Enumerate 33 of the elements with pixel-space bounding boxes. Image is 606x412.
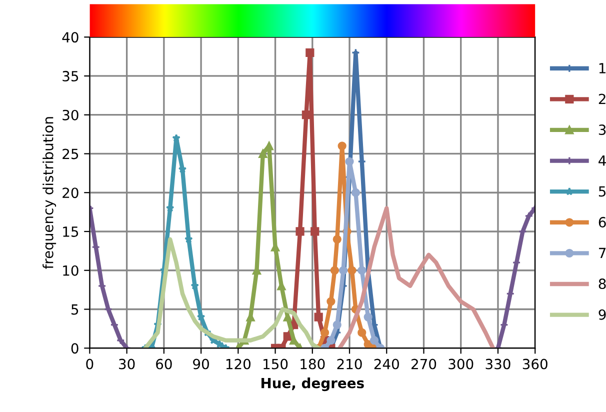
- x-tick-label: 0: [86, 358, 94, 370]
- y-tick-label: 40: [62, 32, 78, 43]
- legend-label: 7: [599, 248, 606, 258]
- x-tick-label: 300: [448, 358, 474, 370]
- y-axis-title: frequency distribution: [42, 117, 56, 269]
- y-tick-label: 0: [71, 343, 78, 354]
- x-tick-label: 120: [226, 358, 250, 370]
- legend-label: 5: [598, 186, 606, 197]
- x-tick-label: 150: [264, 358, 288, 370]
- legend-label: 4: [598, 156, 606, 166]
- x-tick-label: 60: [156, 358, 172, 370]
- legend-label: 1: [599, 63, 606, 74]
- legend-label: 8: [598, 278, 606, 290]
- legend-label: 6: [598, 216, 606, 228]
- x-tick-label: 210: [337, 358, 362, 370]
- y-tick-label: 15: [63, 226, 78, 237]
- y-tick-label: 20: [62, 188, 78, 198]
- legend-label: 2: [598, 94, 606, 104]
- x-tick-label: 330: [486, 358, 510, 370]
- x-axis-title: Hue, degrees: [262, 378, 364, 392]
- y-tick-label: 35: [62, 70, 78, 82]
- x-tick-label: 240: [374, 358, 399, 370]
- x-tick-label: 270: [412, 358, 436, 370]
- y-tick-label: 10: [63, 265, 78, 276]
- legend-label: 3: [598, 124, 606, 136]
- x-tick-label: 30: [119, 358, 135, 370]
- y-tick-label: 30: [62, 110, 78, 120]
- legend-label: 9: [598, 309, 606, 320]
- x-tick-label: 180: [300, 358, 325, 370]
- x-tick-label: 90: [193, 358, 209, 370]
- y-tick-label: 5: [72, 304, 78, 315]
- y-tick-label: 25: [62, 148, 78, 160]
- x-tick-label: 360: [522, 358, 548, 370]
